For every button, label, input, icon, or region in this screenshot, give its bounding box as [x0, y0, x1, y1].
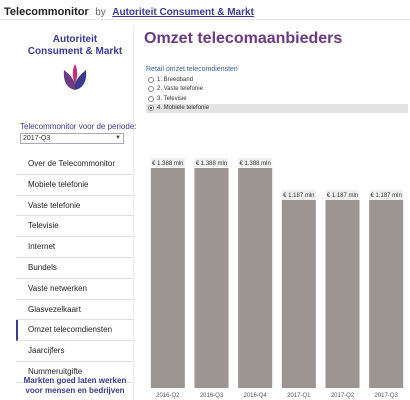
data-label: € 1.388 mln [196, 161, 227, 167]
radio-icon[interactable] [148, 76, 154, 83]
sidebar-item[interactable]: Glasvezelkaart [16, 300, 134, 321]
revenue-bar-chart: € 1.388 mln 2016-Q2 € 1.388 mln 2016-Q3 € 1.… [146, 136, 408, 400]
x-tick-label: 2017-Q2 [331, 393, 355, 399]
bar[interactable] [194, 168, 229, 388]
sidebar-item[interactable]: Bundels [16, 258, 134, 279]
bar[interactable] [325, 199, 360, 388]
data-label-background [281, 189, 316, 199]
sidebar-item[interactable]: Jaarcijfers [16, 341, 134, 362]
option-item[interactable]: 1. Breedband [146, 75, 408, 85]
x-tick-label: 2016-Q2 [156, 393, 180, 399]
logo-line-2: Consument & Markt [27, 46, 123, 57]
data-label-background [325, 189, 360, 199]
x-tick-label: 2016-Q3 [200, 393, 224, 399]
data-label: € 1.388 mln [152, 161, 183, 167]
sidebar-item[interactable]: Mobiele telefonie [16, 175, 134, 196]
tagline-line-1: Markten goed laten werken [23, 376, 127, 385]
caret-down-icon: ▼ [115, 135, 121, 141]
period-value: 2017-Q3 [23, 135, 51, 142]
period-label: Telecommonitor voor de periode: [20, 122, 137, 131]
sidebar-nav: Over de Telecommonitor Mobiele telefonie V… [16, 154, 134, 383]
radio-icon[interactable] [148, 86, 154, 93]
sidebar-item[interactable]: Vaste netwerken [16, 279, 134, 300]
radio-icon[interactable] [148, 95, 154, 102]
data-label-background [194, 158, 229, 167]
option-label: 3. Televisie [157, 95, 187, 102]
option-item[interactable]: 3. Televisie [146, 94, 408, 104]
acm-logo-icon [63, 64, 87, 90]
sidebar-item[interactable]: Vaste telefonie [16, 196, 134, 217]
bar[interactable] [150, 168, 185, 388]
period-select[interactable]: 2017-Q3 ▼ [20, 133, 124, 144]
sidebar-item[interactable]: Internet [16, 237, 134, 258]
data-label: € 1.388 mln [239, 161, 270, 167]
logo-line-1: Autoriteit [52, 34, 98, 45]
data-label-background [369, 189, 404, 199]
option-label: 1. Breedband [157, 76, 194, 83]
sidebar: Autoriteit Consument & Markt Telecommoni… [16, 26, 137, 400]
sidebar-item[interactable]: Omzet telecomdiensten [16, 320, 134, 342]
tagline-line-2: voor mensen en bedrijven [25, 386, 125, 395]
main-content: Omzet telecomaanbieders Retail omzet tel… [136, 26, 410, 400]
sidebar-item[interactable]: Televisie [16, 216, 134, 238]
org-link[interactable]: Autoriteit Consument & Markt [112, 7, 254, 18]
x-tick-label: 2016-Q4 [243, 393, 267, 399]
option-label: 2. Vaste telefonie [157, 86, 203, 93]
sidebar-item[interactable]: Over de Telecommonitor [16, 154, 134, 175]
x-tick-label: 2017-Q3 [374, 393, 398, 399]
x-tick-label: 2017-Q1 [287, 393, 311, 399]
bar[interactable] [281, 199, 316, 388]
data-label-background [150, 158, 185, 167]
sidebar-item[interactable]: Nummeruitgifte [16, 362, 134, 383]
top-bar: Telecommonitor by Autoriteit Consument &… [0, 0, 410, 20]
option-item[interactable]: 4. Mobiele telefonie [146, 103, 408, 113]
bar[interactable] [238, 168, 273, 388]
panel-title: Retail omzet telecomdiensten [146, 66, 238, 73]
radio-icon[interactable] [148, 105, 154, 112]
logo-text: Autoriteit Consument & Markt [16, 34, 134, 58]
chart-svg: € 1.388 mln 2016-Q2 € 1.388 mln 2016-Q3 € 1.… [150, 158, 404, 399]
option-item[interactable]: 2. Vaste telefonie [146, 85, 408, 95]
service-options: 1. Breedband 2. Vaste telefonie 3. Televis… [146, 75, 408, 113]
data-label: € 1.187 mln [327, 193, 358, 199]
by-text: by [95, 7, 106, 18]
data-label: € 1.187 mln [370, 193, 401, 199]
tagline: Markten goed laten werken voor mensen en… [16, 376, 134, 396]
option-label: 4. Mobiele telefonie [157, 105, 210, 112]
data-label: € 1.187 mln [283, 193, 314, 199]
page-title: Omzet telecomaanbieders [144, 30, 343, 47]
data-label-background [238, 158, 273, 167]
bar[interactable] [369, 199, 404, 388]
app-name: Telecommonitor [4, 6, 89, 18]
